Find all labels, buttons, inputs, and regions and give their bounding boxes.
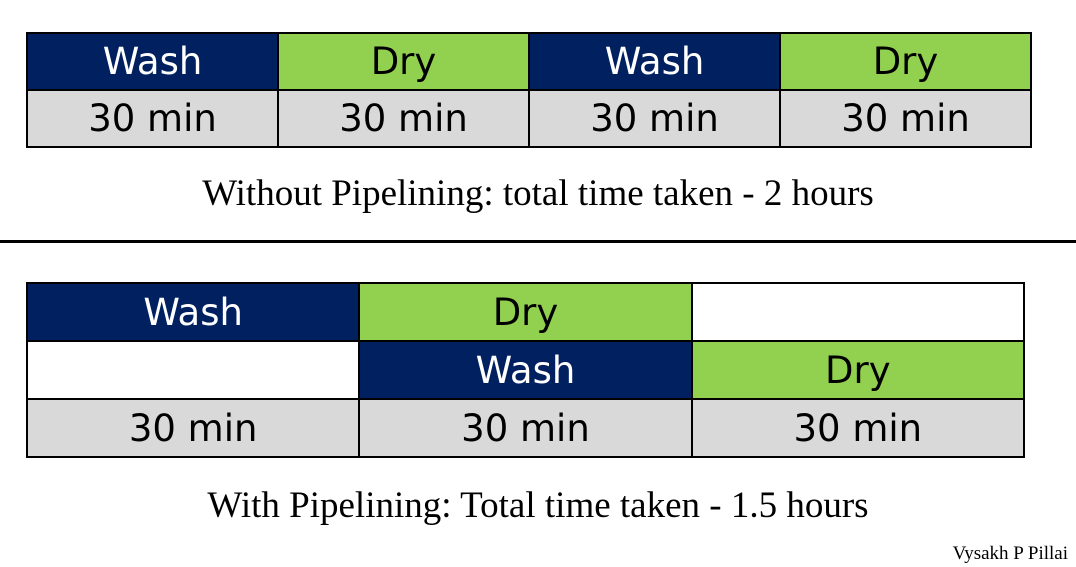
time-cell: 30 min (690, 398, 1026, 458)
first-load-row: Wash Dry (25, 282, 1026, 342)
time-cell: 30 min (26, 89, 279, 148)
dry-stage-cell: Dry (358, 282, 693, 342)
time-row: 30 min 30 min 30 min 30 min (26, 89, 1032, 148)
section-divider (0, 240, 1076, 243)
wash-stage-cell: Wash (358, 340, 693, 400)
time-cell: 30 min (779, 89, 1032, 148)
wash-stage-cell: Wash (26, 32, 279, 91)
time-cell: 30 min (528, 89, 781, 148)
without-pipelining-table: Wash Dry Wash Dry 30 min 30 min 30 min 3… (26, 32, 1032, 148)
stage-row: Wash Dry Wash Dry (26, 32, 1032, 91)
with-pipelining-table: Wash Dry Wash Dry 30 min 30 min 30 min (25, 282, 1026, 458)
dry-stage-cell: Dry (779, 32, 1032, 91)
second-load-row: Wash Dry (25, 340, 1026, 400)
time-cell: 30 min (358, 398, 693, 458)
empty-cell (690, 282, 1026, 342)
dry-stage-cell: Dry (277, 32, 530, 91)
time-cell: 30 min (277, 89, 530, 148)
wash-stage-cell: Wash (25, 282, 361, 342)
author-credit: Vysakh P Pillai (952, 543, 1068, 564)
with-pipelining-caption: With Pipelining: Total time taken - 1.5 … (207, 485, 869, 526)
wash-stage-cell: Wash (528, 32, 781, 91)
dry-stage-cell: Dry (690, 340, 1026, 400)
without-pipelining-caption: Without Pipelining: total time taken - 2… (202, 173, 874, 214)
empty-cell (25, 340, 361, 400)
time-cell: 30 min (25, 398, 361, 458)
time-row: 30 min 30 min 30 min (25, 398, 1026, 458)
